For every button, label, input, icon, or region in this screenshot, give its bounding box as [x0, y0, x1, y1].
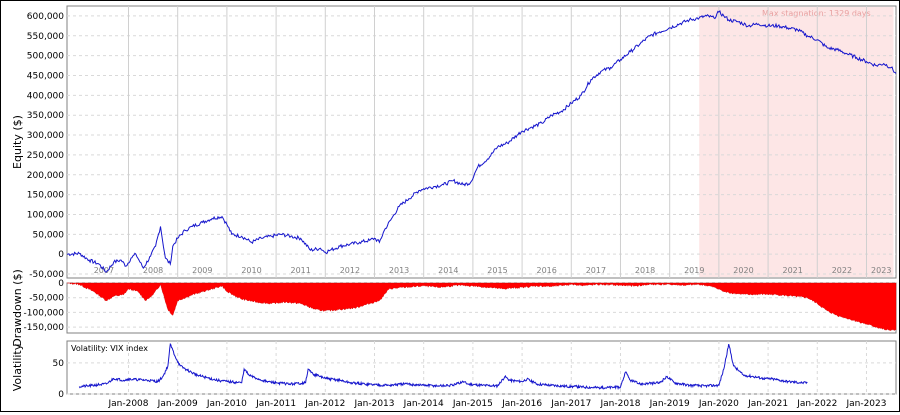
equity-ytick-label: 350,000 [27, 111, 64, 121]
equity-ytick-label: 0 [58, 250, 64, 260]
xtick-label: Jan-2020 [698, 399, 739, 409]
year-label: 2018 [635, 266, 655, 275]
year-label: 2010 [241, 266, 261, 275]
year-label: 2023 [871, 266, 891, 275]
equity-ytick-label: 500,000 [27, 52, 64, 62]
equity-ytick-label: 100,000 [27, 210, 64, 220]
xtick-label: Jan-2015 [452, 399, 493, 409]
equity-ytick-label: 150,000 [27, 191, 64, 201]
year-label: 2011 [291, 266, 311, 275]
volatility-line [78, 342, 808, 391]
xtick-label: Jan-2012 [304, 399, 345, 409]
drawdown-area [67, 282, 897, 332]
stagnation-region [699, 7, 894, 277]
xtick-label: Jan-2016 [501, 399, 542, 409]
year-label: 2008 [143, 266, 163, 275]
equity-ytick-label: 600,000 [27, 12, 64, 22]
xtick-label: Jan-2019 [649, 399, 690, 409]
xtick-label: Jan-2014 [403, 399, 444, 409]
drawdown-ylabel: Drawdown ($) [11, 269, 24, 347]
drawdown-ytick-label: -150,000 [24, 323, 65, 333]
xtick-label: Jan-2008 [107, 399, 148, 409]
volatility-ylabel: Volatility [11, 343, 24, 391]
xtick-label: Jan-2011 [255, 399, 296, 409]
equity-ytick-label: -50,000 [29, 270, 64, 280]
drawdown-ytick-label: -50,000 [29, 294, 64, 304]
equity-ytick-label: 450,000 [27, 71, 64, 81]
equity-ytick-label: 50,000 [33, 230, 65, 240]
year-label: 2020 [733, 266, 753, 275]
year-label: 2009 [192, 266, 212, 275]
equity-ytick-label: 300,000 [27, 131, 64, 141]
equity-line [66, 10, 897, 273]
xtick-label: Jan-2023 [845, 399, 886, 409]
xtick-label: Jan-2009 [157, 399, 198, 409]
year-label: 2019 [684, 266, 704, 275]
xtick-label: Jan-2017 [550, 399, 591, 409]
equity-ytick-label: 200,000 [27, 171, 64, 181]
xtick-label: Jan-2022 [796, 399, 837, 409]
volatility-legend: Volatility: VIX index [71, 344, 148, 353]
volatility-ytick-label: 50 [53, 359, 65, 369]
xtick-label: Jan-2010 [206, 399, 247, 409]
year-label: 2012 [340, 266, 360, 275]
equity-panel: Max stagnation: 1329 days -50,000 0 50,000 1… [11, 5, 897, 280]
volatility-ytick-label: 0 [58, 390, 64, 400]
equity-ytick-label: 550,000 [27, 32, 64, 42]
equity-ylabel: Equity ($) [11, 115, 24, 169]
volatility-panel: 0 50 Jan-2008 Jan-2009 Jan-2010 Jan-2011 Jan-2… [11, 340, 897, 409]
xtick-label: Jan-2018 [599, 399, 640, 409]
year-label: 2017 [586, 266, 606, 275]
xtick-label: Jan-2013 [353, 399, 394, 409]
year-label: 2015 [487, 266, 507, 275]
year-label: 2007 [94, 266, 114, 275]
year-label: 2013 [389, 266, 409, 275]
year-label: 2021 [783, 266, 803, 275]
equity-ytick-label: 250,000 [27, 151, 64, 161]
drawdown-ytick-label: -100,000 [24, 308, 65, 318]
xtick-label: Jan-2021 [747, 399, 788, 409]
year-label: 2016 [537, 266, 557, 275]
volatility-plot-area [66, 340, 897, 395]
equity-ytick-label: 400,000 [27, 91, 64, 101]
stagnation-label: Max stagnation: 1329 days [762, 9, 871, 18]
year-label: 2022 [832, 266, 852, 275]
drawdown-ytick-label: 0 [58, 279, 64, 289]
year-label: 2014 [438, 266, 458, 275]
